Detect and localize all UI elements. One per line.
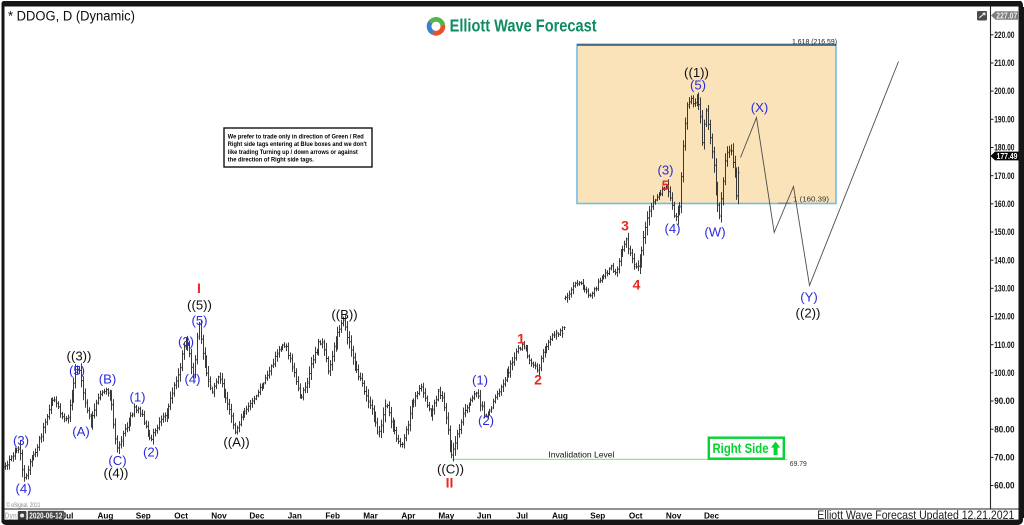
- svg-text:Oct: Oct: [629, 512, 643, 521]
- svg-text:180.00: 180.00: [994, 143, 1014, 153]
- svg-text:5: 5: [662, 177, 670, 193]
- svg-text:Elliott Wave Forecast: Elliott Wave Forecast: [450, 16, 597, 36]
- svg-text:Jul: Jul: [516, 512, 528, 521]
- svg-text:Dec: Dec: [249, 512, 264, 521]
- svg-text:Sep: Sep: [590, 512, 605, 521]
- svg-text:I: I: [197, 280, 201, 296]
- svg-text:((4)): ((4)): [104, 466, 129, 481]
- svg-text:Right Side: Right Side: [713, 441, 769, 456]
- svg-text:1: 1: [517, 331, 525, 347]
- svg-text:69.79: 69.79: [790, 459, 807, 468]
- svg-text:60.00: 60.00: [994, 481, 1014, 491]
- svg-text:177.49: 177.49: [997, 151, 1018, 161]
- svg-text:Dec: Dec: [704, 512, 719, 521]
- svg-text:Dyn: Dyn: [5, 512, 17, 521]
- svg-text:Right side tags entering at Bl: Right side tags entering at Blue boxes a…: [228, 141, 368, 148]
- svg-text:170.00: 170.00: [994, 171, 1014, 181]
- svg-text:(5): (5): [69, 363, 85, 378]
- svg-text:Sep: Sep: [136, 512, 151, 521]
- svg-text:120.00: 120.00: [994, 312, 1014, 322]
- svg-text:(4): (4): [15, 481, 31, 496]
- svg-text:2: 2: [534, 372, 542, 388]
- svg-text:(4): (4): [664, 221, 680, 236]
- svg-text:1.618 (216.59): 1.618 (216.59): [792, 37, 837, 46]
- svg-text:(1): (1): [129, 390, 145, 405]
- svg-text:220.00: 220.00: [994, 30, 1014, 40]
- svg-text:90.00: 90.00: [994, 396, 1014, 406]
- svg-text:Invalidation Level: Invalidation Level: [548, 450, 614, 460]
- svg-text:(3): (3): [13, 433, 29, 448]
- svg-text:the direction of Right side ta: the direction of Right side tags.: [228, 157, 314, 164]
- svg-text:(B): (B): [99, 372, 117, 387]
- svg-text:May: May: [438, 512, 454, 521]
- svg-text:* DDOG, D (Dynamic): * DDOG, D (Dynamic): [8, 9, 135, 25]
- svg-text:4: 4: [633, 277, 641, 293]
- svg-text:We prefer to trade only in dir: We prefer to trade only in direction of …: [228, 133, 364, 140]
- svg-text:Apr: Apr: [401, 512, 416, 521]
- svg-text:150.00: 150.00: [994, 227, 1014, 237]
- svg-text:((A)): ((A)): [223, 435, 249, 450]
- svg-text:Jul: Jul: [62, 512, 74, 521]
- svg-text:((1)): ((1)): [684, 65, 709, 80]
- svg-text:(1): (1): [472, 373, 488, 388]
- svg-text:(3): (3): [178, 334, 194, 349]
- svg-text:Feb: Feb: [325, 512, 340, 521]
- svg-text:(C): (C): [108, 453, 126, 468]
- svg-text:210.00: 210.00: [994, 58, 1014, 68]
- svg-text:Elliott Wave Forecast Updated: Elliott Wave Forecast Updated 12.21.2021: [817, 508, 1014, 522]
- svg-text:(2): (2): [478, 413, 494, 428]
- svg-text:((B)): ((B)): [331, 307, 357, 322]
- svg-text:(5): (5): [690, 78, 706, 93]
- svg-text:(2): (2): [143, 445, 159, 460]
- svg-text:160.00: 160.00: [994, 199, 1014, 209]
- svg-text:Mar: Mar: [363, 512, 378, 521]
- svg-text:Nov: Nov: [211, 512, 227, 521]
- svg-text:(4): (4): [184, 372, 200, 387]
- svg-text:like trading Turning up / down: like trading Turning up / down arrows or…: [228, 149, 359, 156]
- svg-text:200.00: 200.00: [994, 86, 1014, 96]
- svg-text:130.00: 130.00: [994, 283, 1014, 293]
- svg-text:© eSignal, 2021: © eSignal, 2021: [6, 501, 40, 509]
- svg-text:140.00: 140.00: [994, 255, 1014, 265]
- svg-text:Nov: Nov: [666, 512, 682, 521]
- svg-text:((C)): ((C)): [437, 462, 464, 477]
- svg-text:(Y): (Y): [800, 290, 818, 305]
- svg-text:Jan: Jan: [288, 512, 302, 521]
- svg-text:(3): (3): [657, 163, 673, 178]
- svg-text:((5)): ((5)): [187, 298, 212, 313]
- svg-text:Aug: Aug: [552, 512, 568, 521]
- svg-text:((3)): ((3)): [67, 349, 92, 364]
- svg-text:80.00: 80.00: [994, 424, 1014, 434]
- svg-text:190.00: 190.00: [994, 114, 1014, 124]
- svg-text:(A): (A): [72, 424, 90, 439]
- svg-text:2020-06-12: 2020-06-12: [29, 511, 62, 520]
- svg-text:227.07: 227.07: [996, 10, 1017, 20]
- svg-text:70.00: 70.00: [994, 453, 1014, 463]
- svg-text:(W): (W): [704, 225, 725, 240]
- svg-text:Jun: Jun: [477, 512, 492, 521]
- svg-text:II: II: [446, 475, 454, 491]
- svg-text:3: 3: [621, 218, 629, 234]
- svg-text:Oct: Oct: [174, 512, 188, 521]
- svg-text:(5): (5): [191, 313, 207, 328]
- svg-text:1 (160.39): 1 (160.39): [793, 195, 829, 204]
- svg-text:(X): (X): [751, 100, 769, 115]
- svg-text:((2)): ((2)): [796, 306, 821, 321]
- svg-text:Aug: Aug: [97, 512, 113, 521]
- svg-text:110.00: 110.00: [994, 340, 1014, 350]
- svg-text:100.00: 100.00: [994, 368, 1014, 378]
